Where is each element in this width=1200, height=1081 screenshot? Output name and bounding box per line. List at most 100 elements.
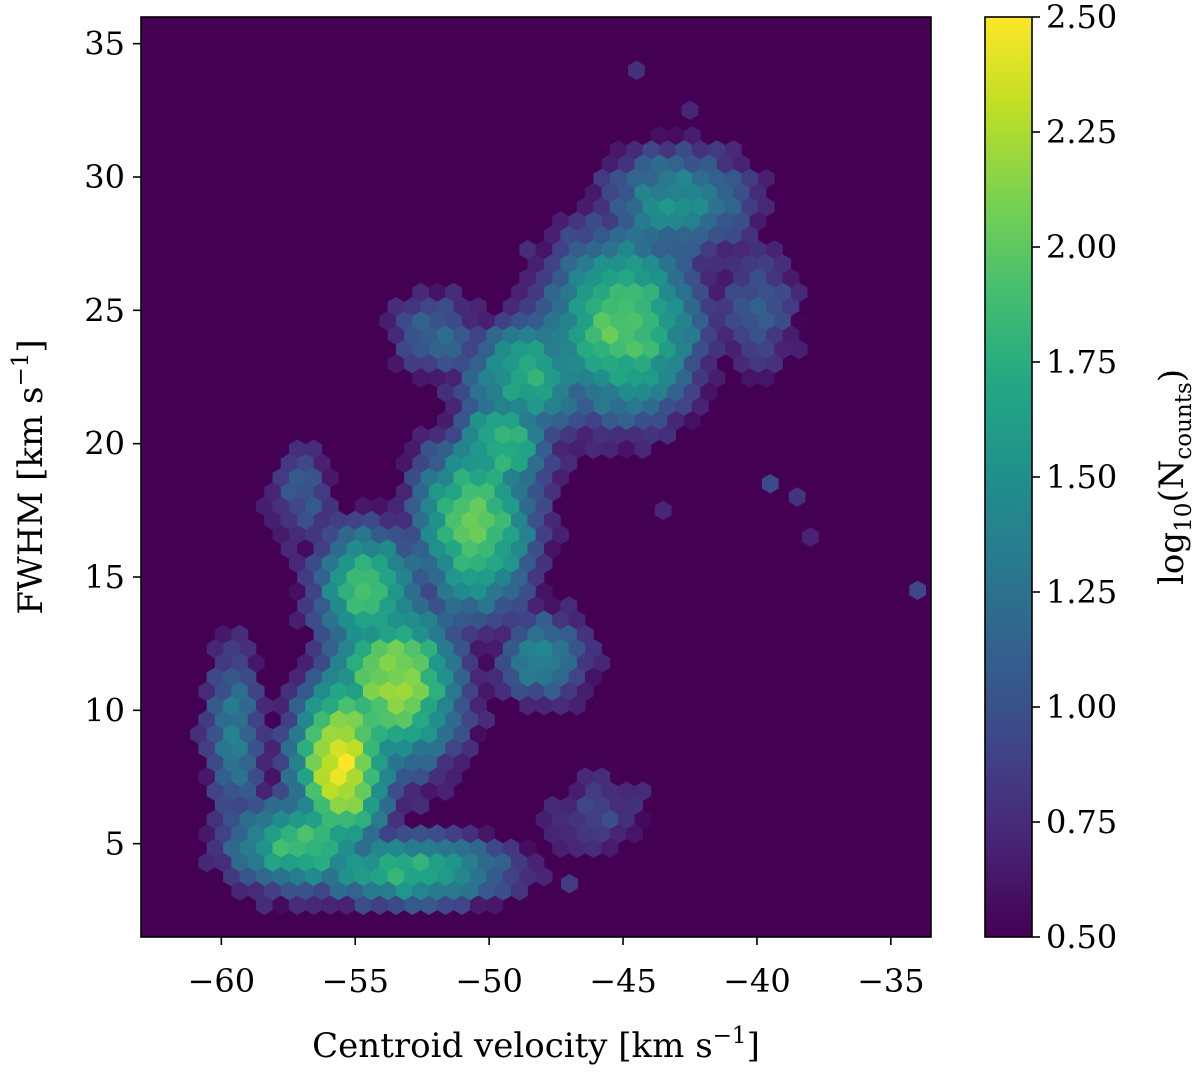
hexbin-cell [576, 653, 594, 673]
hexbin-cell [494, 567, 512, 588]
hexbin-cell [469, 325, 487, 345]
hexbin-cell [585, 325, 602, 345]
hexbin-cell [642, 368, 660, 388]
hexbin-cell [527, 852, 545, 873]
hexbin-cell [618, 382, 635, 402]
hexbin-cell [560, 453, 578, 474]
hexbin-cell [264, 738, 282, 759]
hexbin-cell [478, 653, 495, 673]
hexbin-cell [708, 225, 726, 246]
hexbin-cell [445, 368, 463, 388]
hexbin-cell [502, 354, 520, 374]
hexbin-cell [264, 852, 282, 873]
hexbin-cell [321, 582, 339, 602]
hexbin-cell [330, 653, 347, 673]
hexbin-cell [692, 254, 709, 274]
hexbin-cell [494, 339, 512, 360]
hexbin-cell [692, 282, 709, 303]
hexbin-cell [288, 610, 306, 630]
hexbin-cell [379, 710, 397, 730]
hexbin-cell [628, 60, 645, 81]
hexbin-cell [650, 297, 668, 317]
hexbin-cell [305, 867, 323, 887]
hexbin-cell [511, 624, 528, 645]
hexbin-cell [659, 197, 676, 217]
hexbin-cell [437, 525, 454, 545]
hexbin-cell [354, 553, 372, 573]
hexbin-cell [486, 354, 504, 374]
hexbin-cell [692, 168, 709, 189]
hexbin-cell [609, 282, 627, 303]
hexbin-cell [692, 311, 709, 331]
hexbin-cell [774, 311, 792, 331]
hexbin-cell [543, 510, 561, 531]
hexbin-cell [231, 738, 249, 759]
hexbin-cell [519, 411, 537, 431]
hexbin-cell [667, 382, 685, 402]
hexbin-cell [404, 553, 421, 573]
hexbin-cell [494, 482, 512, 502]
y-tick-label: 15 [84, 558, 125, 596]
hexbin-cell [634, 211, 652, 231]
hexbin-cell [288, 439, 306, 459]
hexbin-cell [420, 639, 438, 659]
hexbin-cell [667, 240, 685, 260]
hexbin-cell [461, 824, 479, 844]
hexbin-cell [494, 425, 512, 445]
hexbin-cell [568, 411, 586, 431]
hexbin-cell [453, 354, 471, 374]
hexbin-cell [256, 810, 273, 830]
hexbin-cell [654, 500, 672, 521]
hexbin-cell [585, 297, 602, 317]
hexbin-cell [428, 368, 446, 388]
hexbin-cell [412, 596, 430, 616]
hexbin-cell [519, 354, 537, 374]
hexbin-cell [782, 325, 800, 345]
hexbin-cell [313, 795, 331, 816]
hexbin-cell [568, 838, 586, 858]
hexbin-cell [428, 710, 446, 730]
hexbin-cell [404, 753, 421, 773]
hexbin-cell [733, 268, 750, 288]
hexbin-cell [420, 468, 438, 488]
hexbin-cell [420, 724, 438, 744]
hexbin-cell [527, 653, 545, 673]
hexbin-cell [692, 197, 709, 217]
hexbin-cell [568, 325, 586, 345]
hexbin-cell [198, 681, 216, 702]
hexbin-cell [486, 639, 504, 659]
hexbin-cell [741, 254, 759, 274]
hexbin-cell [453, 553, 471, 573]
hexbin-cell [387, 639, 405, 659]
colorbar-tick-label: 1.25 [1046, 573, 1117, 611]
hexbin-cell [642, 197, 660, 217]
hexbin-cell [609, 396, 627, 417]
hexbin-cell [601, 297, 619, 317]
hexbin-cell [247, 852, 265, 873]
hexbin-cell [535, 439, 553, 459]
hexbin-cell [280, 767, 298, 787]
hexbin-cell [724, 140, 742, 160]
hexbin-cell [404, 610, 421, 630]
hexbin-cell [223, 724, 240, 744]
hexbin-cell [601, 810, 619, 830]
hexbin-cell [790, 311, 808, 331]
hexbin-cell [395, 824, 413, 844]
hexbin-cell [761, 473, 779, 494]
hexbin-cell [395, 653, 413, 673]
hexbin-cell [461, 852, 479, 873]
hexbin-cell [330, 852, 347, 873]
hexbin-cell [420, 696, 438, 716]
hexbin-cell [543, 282, 561, 303]
hexbin-cell [519, 439, 537, 459]
hexbin-cell [379, 738, 397, 759]
hexbin-cell [766, 354, 783, 374]
hexbin-cell [362, 624, 380, 645]
hexbin-cell [346, 653, 364, 673]
hexbin-cell [338, 867, 356, 887]
hexbin-cell [305, 553, 323, 573]
hexbin-cell [387, 496, 405, 516]
hexbin-cell [313, 624, 331, 645]
hexbin-cell [486, 468, 504, 488]
